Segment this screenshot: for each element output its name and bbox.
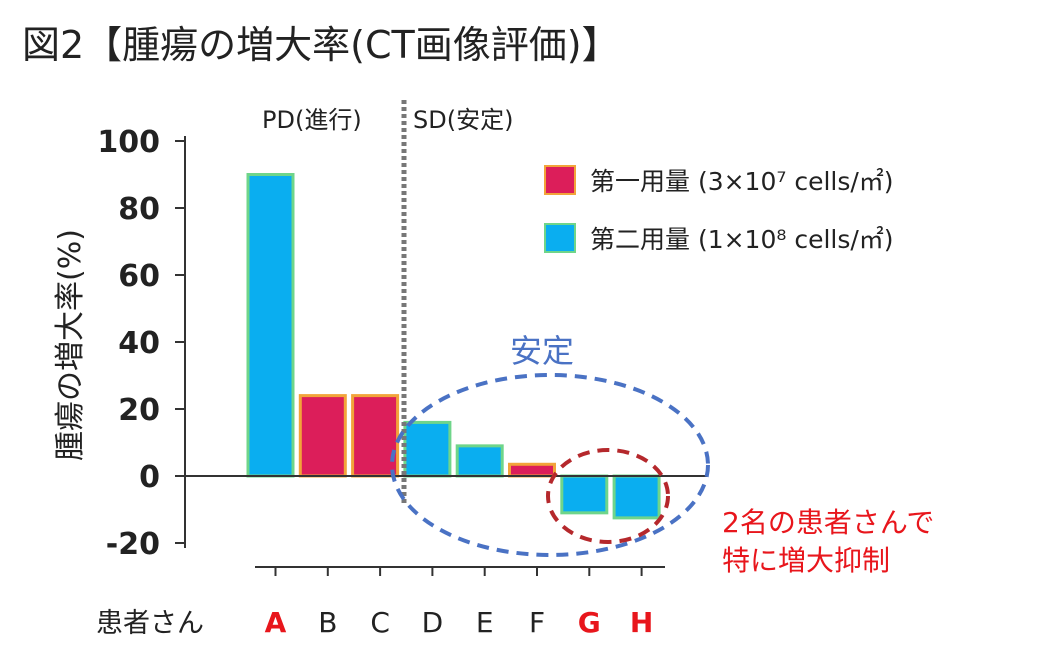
y-tick-label: -20 [106, 527, 160, 562]
x-label-C: C [370, 606, 390, 639]
bar-F [508, 462, 556, 478]
legend-label-dose2: 第二用量 (1×10⁸ cells/㎡) [590, 225, 894, 254]
legend-label-dose1: 第一用量 (3×10⁷ cells/㎡) [590, 167, 894, 196]
stable-ellipse [390, 373, 710, 557]
region-label-pd: PD(進行) [262, 106, 362, 134]
x-label-D: D [422, 606, 444, 639]
legend: 第一用量 (3×10⁷ cells/㎡) 第二用量 (1×10⁸ cells/㎡… [544, 165, 894, 254]
y-tick-label: 80 [118, 192, 160, 227]
bar-B [298, 394, 347, 478]
chart-title: 図2【腫瘍の増大率(CT画像評価)】 [22, 23, 620, 67]
x-label-G: G [578, 606, 601, 639]
x-axis-label: 患者さん [96, 608, 204, 639]
x-label-B: B [318, 606, 337, 639]
suppressed-ellipse [546, 448, 670, 544]
bar-C [351, 394, 400, 478]
legend-swatch-dose1 [544, 165, 576, 195]
bar-A [246, 173, 295, 478]
region-label-sd: SD(安定) [413, 106, 513, 134]
x-label-F: F [529, 606, 545, 639]
bar-G [560, 474, 609, 515]
y-tick-label: 20 [118, 393, 160, 428]
x-label-E: E [476, 606, 494, 639]
x-label-H: H [630, 606, 653, 639]
y-tick-label: 100 [97, 125, 160, 160]
y-axis-label: 腫瘍の増大率(%) [53, 229, 88, 461]
bar-E [455, 444, 504, 478]
legend-swatch-dose2 [544, 223, 576, 253]
stable-annotation: 安定 [510, 332, 574, 370]
suppressed-annotation-line1: 2名の患者さんで [722, 506, 934, 539]
x-label-A: A [265, 606, 287, 639]
y-tick-label: 40 [118, 326, 160, 361]
suppressed-annotation-line2: 特に増大抑制 [722, 544, 890, 577]
bar-H [612, 474, 661, 520]
y-tick-label: 0 [139, 460, 160, 495]
bar-D [403, 420, 452, 478]
y-tick-label: 60 [118, 259, 160, 294]
